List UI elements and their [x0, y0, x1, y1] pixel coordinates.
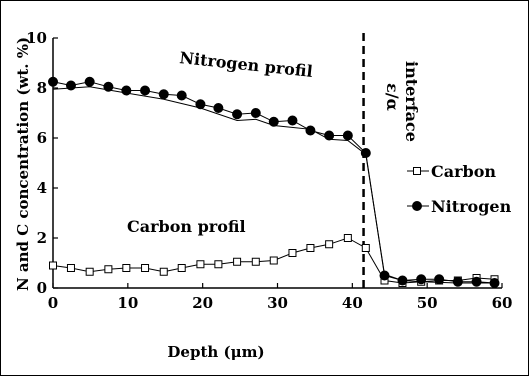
carbon-data-point	[306, 244, 315, 252]
carbon-data-point	[269, 256, 278, 265]
carbon-data-point	[66, 264, 75, 272]
nitrogen-data-point	[84, 76, 95, 87]
carbon-data-point	[196, 260, 205, 269]
nitrogen-data-point	[176, 90, 187, 101]
x-tick-label: 0	[48, 294, 58, 312]
carbon-data-point	[251, 257, 260, 266]
carbon-data-point	[177, 264, 186, 272]
legend-item-carbon: Carbon	[407, 162, 496, 181]
legend-item-nitrogen: Nitrogen	[407, 197, 512, 216]
carbon-data-point	[159, 267, 168, 276]
carbon-data-point	[288, 249, 297, 257]
y-tick-label: 4	[37, 179, 47, 197]
nitrogen-data-point	[434, 274, 445, 285]
carbon-data-point	[214, 260, 223, 269]
x-tick-label: 40	[342, 294, 363, 312]
nitrogen-data-point	[140, 85, 151, 96]
carbon-data-point	[85, 267, 94, 276]
nitrogen-data-point	[158, 89, 169, 100]
x-axis-label: Depth (μm)	[167, 343, 264, 361]
nitrogen-data-point	[416, 274, 427, 285]
carbon-data-point	[141, 264, 150, 272]
x-ticks: 0 10 20 30 40 50 60	[48, 283, 513, 312]
y-tick-label: 6	[37, 129, 47, 147]
legend: Carbon Nitrogen	[407, 162, 512, 216]
carbon-data-point	[104, 265, 113, 274]
legend-nitrogen-label: Nitrogen	[431, 197, 512, 216]
nitrogen-data-point	[195, 99, 206, 110]
carbon-data-point	[49, 261, 57, 270]
interface-annotation: interface	[402, 61, 421, 142]
x-tick-label: 20	[192, 294, 213, 312]
legend-carbon-marker	[413, 167, 421, 175]
nitrogen-data-point	[287, 115, 298, 126]
nitrogen-data-point	[305, 125, 316, 136]
nitrogen-profile-annotation: Nitrogen profil	[179, 48, 314, 81]
x-tick-label: 10	[117, 294, 138, 312]
carbon-data-point	[361, 244, 370, 252]
nitrogen-data-point	[471, 276, 482, 287]
nitrogen-data-point	[489, 278, 500, 288]
nitrogen-data-point	[379, 270, 390, 281]
x-tick-label: 50	[417, 294, 438, 312]
nitrogen-data-point	[65, 80, 76, 91]
nitrogen-data-point	[250, 108, 261, 118]
x-tick-label: 60	[492, 294, 513, 312]
nitrogen-data-point	[360, 148, 371, 158]
x-tick-label: 30	[267, 294, 288, 312]
carbon-data-point	[325, 240, 334, 249]
y-tick-label: 10	[26, 29, 47, 47]
nitrogen-trend-line	[52, 86, 495, 284]
nitrogen-data-point	[452, 276, 463, 287]
nitrogen-series-line	[52, 81, 495, 284]
epsilon-alpha-annotation: ε/α	[383, 83, 402, 111]
y-ticks: 0 2 4 6 8 10	[26, 29, 58, 297]
carbon-data-point	[233, 257, 242, 266]
series-layer	[48, 76, 500, 288]
nitrogen-data-point	[232, 109, 243, 120]
carbon-data-point	[343, 234, 352, 242]
legend-nitrogen-marker	[412, 201, 422, 211]
y-tick-label: 8	[37, 79, 47, 97]
carbon-profile-annotation: Carbon profil	[127, 217, 246, 236]
y-axis-label: N and C concentration (wt. %)	[14, 37, 32, 291]
legend-carbon-label: Carbon	[431, 162, 496, 181]
y-tick-label: 2	[37, 229, 47, 247]
nitrogen-data-point	[342, 130, 353, 141]
y-tick-label: 0	[37, 279, 47, 297]
carbon-data-point	[122, 264, 131, 272]
nitrogen-data-point	[213, 103, 224, 113]
nitrogen-data-point	[48, 76, 58, 87]
